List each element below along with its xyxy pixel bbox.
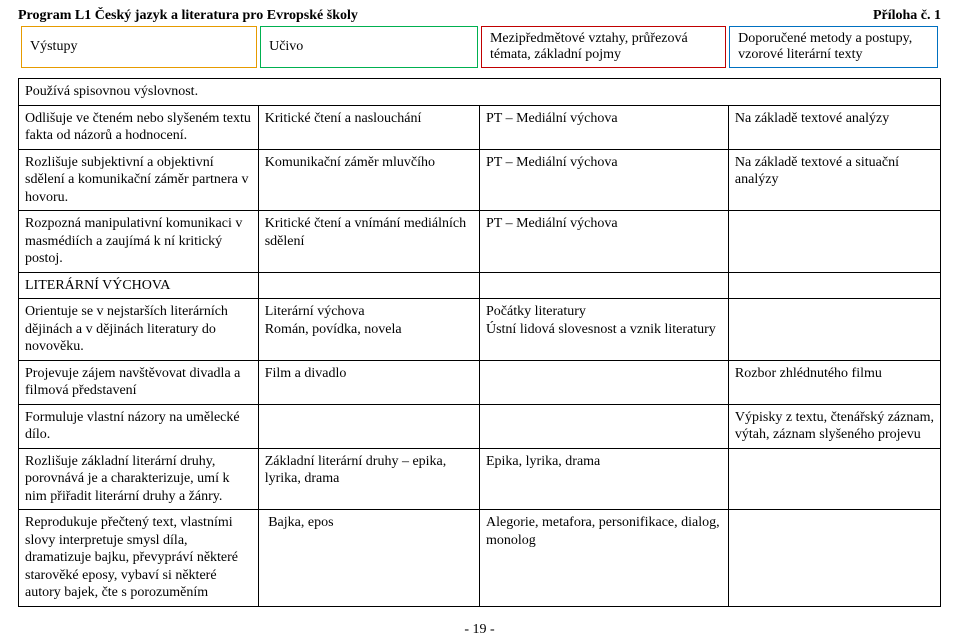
cell-r3-c0: LITERÁRNÍ VÝCHOVA [19,272,259,299]
hdr-col-1: Učivo [260,26,478,68]
cell-r3-c2 [479,272,728,299]
hdr-col-2: Mezipředmětové vztahy, průřezová témata,… [481,26,726,68]
hdr-col-0: Výstupy [21,26,257,68]
cell-r2-c0: Rozpozná manipulativní komunikaci v masm… [19,211,259,273]
cell-r5-c1: Film a divadlo [258,360,479,404]
hdr-col-3: Doporučené metody a postupy, vzorové lit… [729,26,938,68]
cell-r0-c0: Odlišuje ve čteném nebo slyšeném textu f… [19,105,259,149]
cell-r2-c2: PT – Mediální výchova [479,211,728,273]
page-number: - 19 - [0,622,959,638]
cell-r0-c1: Kritické čtení a naslouchání [258,105,479,149]
cell-r7-c2: Epika, lyrika, drama [479,448,728,510]
cell-r5-c0: Projevuje zájem navštěvovat divadla a fi… [19,360,259,404]
cell-r3-c3 [728,272,940,299]
cell-r4-c1: Literární výchovaRomán, povídka, novela [258,299,479,361]
header-table: Výstupy Učivo Mezipředmětové vztahy, prů… [18,26,941,68]
cell-r2-c1: Kritické čtení a vnímání mediálních sděl… [258,211,479,273]
cell-r4-c2: Počátky literaturyÚstní lidová slovesnos… [479,299,728,361]
cell-r0-c2: PT – Mediální výchova [479,105,728,149]
program-title: Program L1 Český jazyk a literatura pro … [18,8,358,24]
cell-r1-c1: Komunikační záměr mluvčího [258,149,479,211]
row-spoken: Používá spisovnou výslovnost. [19,79,941,106]
cell-r8-c1: Bajka, epos [258,510,479,607]
cell-r2-c3 [728,211,940,273]
cell-r8-c0: Reprodukuje přečtený text, vlastními slo… [19,510,259,607]
priloha-label: Příloha č. 1 [873,8,941,24]
main-table: Používá spisovnou výslovnost.Odlišuje ve… [18,78,941,607]
cell-r1-c0: Rozlišuje subjektivní a objektivní sděle… [19,149,259,211]
cell-r5-c3: Rozbor zhlédnutého filmu [728,360,940,404]
cell-r1-c3: Na základě textové a situační analýzy [728,149,940,211]
cell-r0-c3: Na základě textové analýzy [728,105,940,149]
cell-r8-c2: Alegorie, metafora, personifikace, dialo… [479,510,728,607]
cell-r3-c1 [258,272,479,299]
cell-r7-c0: Rozlišuje základní literární druhy, poro… [19,448,259,510]
cell-r6-c3: Výpisky z textu, čtenářský záznam, výtah… [728,404,940,448]
cell-r4-c3 [728,299,940,361]
cell-r7-c3 [728,448,940,510]
cell-r8-c3 [728,510,940,607]
cell-r7-c1: Základní literární druhy – epika, lyrika… [258,448,479,510]
cell-r1-c2: PT – Mediální výchova [479,149,728,211]
cell-r6-c2 [479,404,728,448]
cell-r4-c0: Orientuje se v nejstarších literárních d… [19,299,259,361]
cell-r6-c0: Formuluje vlastní názory na umělecké díl… [19,404,259,448]
cell-r6-c1 [258,404,479,448]
cell-r5-c2 [479,360,728,404]
